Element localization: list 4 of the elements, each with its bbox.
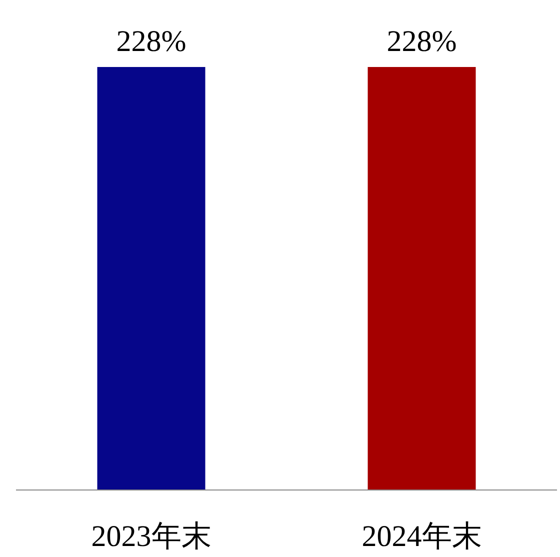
x-tick-label: 2023年末 <box>91 520 212 553</box>
data-label: 228% <box>386 25 457 58</box>
x-tick-label: 2024年末 <box>362 520 482 553</box>
data-label: 228% <box>116 25 186 58</box>
